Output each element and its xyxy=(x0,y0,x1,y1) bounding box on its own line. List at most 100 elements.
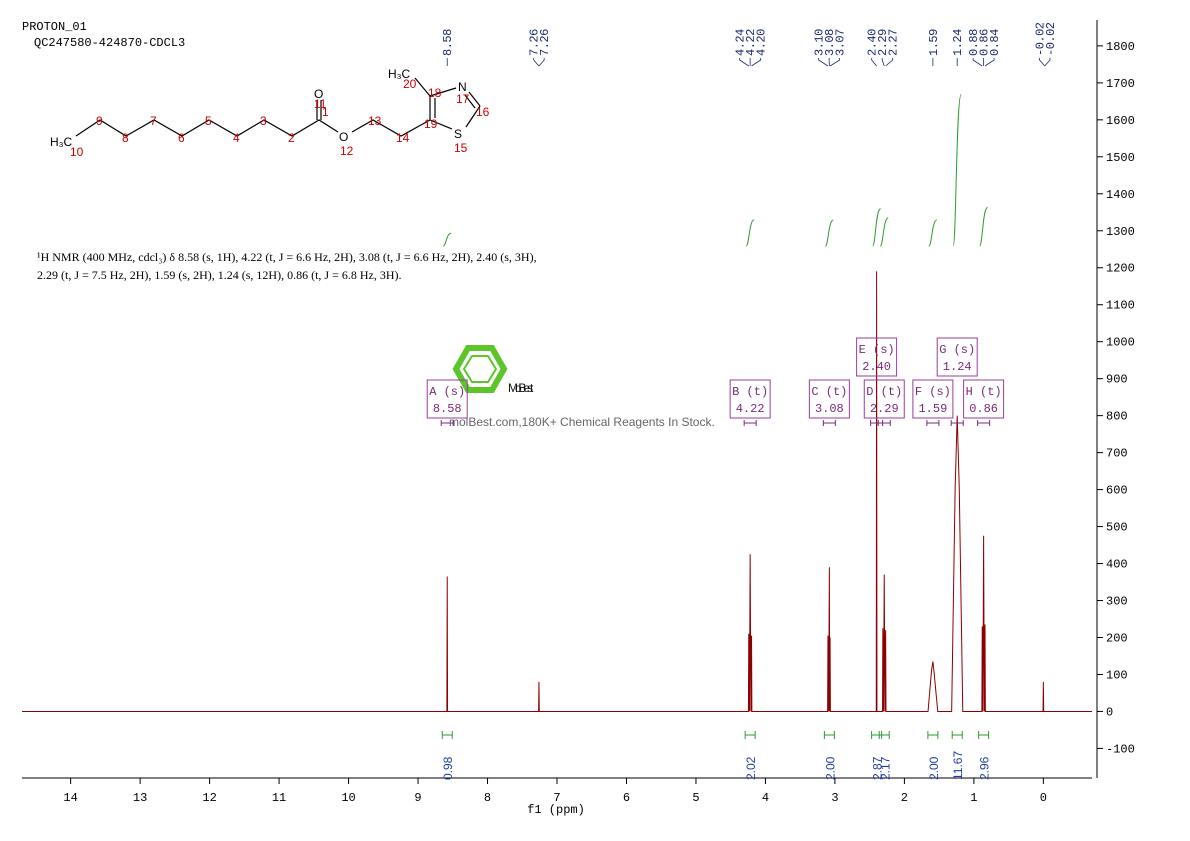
peak-label-connector xyxy=(885,58,894,67)
atom-label: S xyxy=(454,127,462,141)
y-tick-label: 1700 xyxy=(1106,77,1135,91)
multiplet-name: G (s) xyxy=(939,343,975,357)
multiplet-shift: 3.08 xyxy=(815,402,844,416)
multiplet-box xyxy=(936,337,978,377)
x-tick-label: 9 xyxy=(414,791,421,805)
atom-label: 8 xyxy=(122,131,129,145)
y-tick-label: 400 xyxy=(1106,558,1128,572)
peak-label-connector xyxy=(829,58,841,67)
peak-label-connector xyxy=(871,58,877,67)
peak-label: 4.22 xyxy=(744,29,758,56)
y-tick-label: 1200 xyxy=(1106,262,1135,276)
peak-label: -0.02 xyxy=(1044,22,1058,56)
watermark-logo xyxy=(452,345,508,393)
peak-label: 8.58 xyxy=(441,29,455,56)
x-tick-label: 7 xyxy=(553,791,560,805)
y-tick-label: 600 xyxy=(1106,484,1128,498)
integral-label: 2.87 xyxy=(871,756,885,780)
peak-label: 2.40 xyxy=(866,29,880,56)
multiplet-range xyxy=(440,420,454,426)
integral-range xyxy=(978,731,990,739)
multiplet-shift: 2.29 xyxy=(870,402,899,416)
multiplet-box xyxy=(426,379,468,419)
multiplet-name: H (t) xyxy=(966,385,1002,399)
peak-label: 1.24 xyxy=(951,29,965,56)
spectrum-line xyxy=(22,271,1092,712)
y-tick-label: 100 xyxy=(1106,668,1128,682)
x-tick-label: 10 xyxy=(341,791,355,805)
y-tick-label: 900 xyxy=(1106,373,1128,387)
integral-curve xyxy=(979,207,989,247)
peak-label-connector xyxy=(881,58,885,67)
peak-label: 3.08 xyxy=(823,29,837,56)
peak-label-connector xyxy=(984,58,995,67)
x-tick-label: 8 xyxy=(484,791,491,805)
multiplet-range xyxy=(950,420,964,426)
nmr-description: 2.29 (t, J = 7.5 Hz, 2H), 1.59 (s, 2H), … xyxy=(37,268,402,282)
atom-label: 20 xyxy=(403,77,417,91)
x-tick-label: 1 xyxy=(970,791,977,805)
multiplet-name: D (t) xyxy=(866,385,902,399)
peak-label: 7.26 xyxy=(538,29,552,56)
multiplet-box xyxy=(808,379,850,419)
integral-range xyxy=(951,731,963,739)
x-axis-label: f1 (ppm) xyxy=(527,803,585,817)
atom-label: 2 xyxy=(288,131,295,145)
atom-label: H₃C xyxy=(50,135,73,149)
peak-label-connector xyxy=(538,58,545,67)
peak-label: -0.02 xyxy=(1034,22,1048,56)
y-tick-label: 1100 xyxy=(1106,299,1135,313)
y-tick-label: 1000 xyxy=(1106,336,1135,350)
peak-label-connector xyxy=(818,58,829,67)
multiplet-name: B (t) xyxy=(732,385,768,399)
multiplet-range xyxy=(870,420,884,426)
integral-curve xyxy=(872,208,882,247)
y-tick-label: -100 xyxy=(1106,742,1135,756)
peak-label: 2.27 xyxy=(887,29,901,56)
x-tick-label: 14 xyxy=(63,791,77,805)
integral-label: 2.00 xyxy=(927,756,941,780)
multiplet-shift: 1.24 xyxy=(943,360,972,374)
peak-label: 3.07 xyxy=(834,29,848,56)
peak-label: 0.84 xyxy=(988,29,1002,56)
chart-title: PROTON_01 xyxy=(22,20,87,34)
peak-label-connector xyxy=(751,58,762,67)
y-tick-label: 1800 xyxy=(1106,40,1135,54)
peak-label: 3.10 xyxy=(813,29,827,56)
atom-label: 9 xyxy=(96,114,103,128)
multiplet-box xyxy=(729,379,771,419)
peak-label: 0.88 xyxy=(967,29,981,56)
atom-label: H₃C xyxy=(388,67,411,81)
x-tick-label: 13 xyxy=(133,791,147,805)
x-tick-label: 3 xyxy=(831,791,838,805)
atom-label: 10 xyxy=(70,145,84,159)
integral-range xyxy=(823,731,835,739)
nmr-description: ¹H NMR (400 MHz, cdcl₃) δ 8.58 (s, 1H), … xyxy=(37,250,537,264)
atom-label: N xyxy=(458,80,467,94)
atom-label: 19 xyxy=(424,117,438,131)
multiplet-range xyxy=(822,420,836,426)
atom-label: 5 xyxy=(205,114,212,128)
x-tick-label: 2 xyxy=(901,791,908,805)
peak-label-connector xyxy=(533,58,540,67)
x-tick-label: 11 xyxy=(272,791,286,805)
integral-curve xyxy=(879,217,889,247)
integral-range xyxy=(927,731,939,739)
peak-label: 4.24 xyxy=(734,29,748,56)
peak-label-connector xyxy=(739,58,749,67)
integral-curve xyxy=(952,93,962,247)
atom-label: 14 xyxy=(396,131,410,145)
integral-curve xyxy=(928,219,938,247)
atom-label: 1 xyxy=(322,105,329,119)
y-tick-label: 800 xyxy=(1106,410,1128,424)
y-tick-label: 200 xyxy=(1106,631,1128,645)
x-tick-label: 4 xyxy=(762,791,769,805)
multiplet-shift: 4.22 xyxy=(736,402,765,416)
integral-label: 2.96 xyxy=(978,756,992,780)
integral-label: 0.98 xyxy=(441,756,455,780)
multiplet-shift: 2.40 xyxy=(862,360,891,374)
integral-label: 2.17 xyxy=(878,756,892,780)
integral-range xyxy=(871,731,883,739)
